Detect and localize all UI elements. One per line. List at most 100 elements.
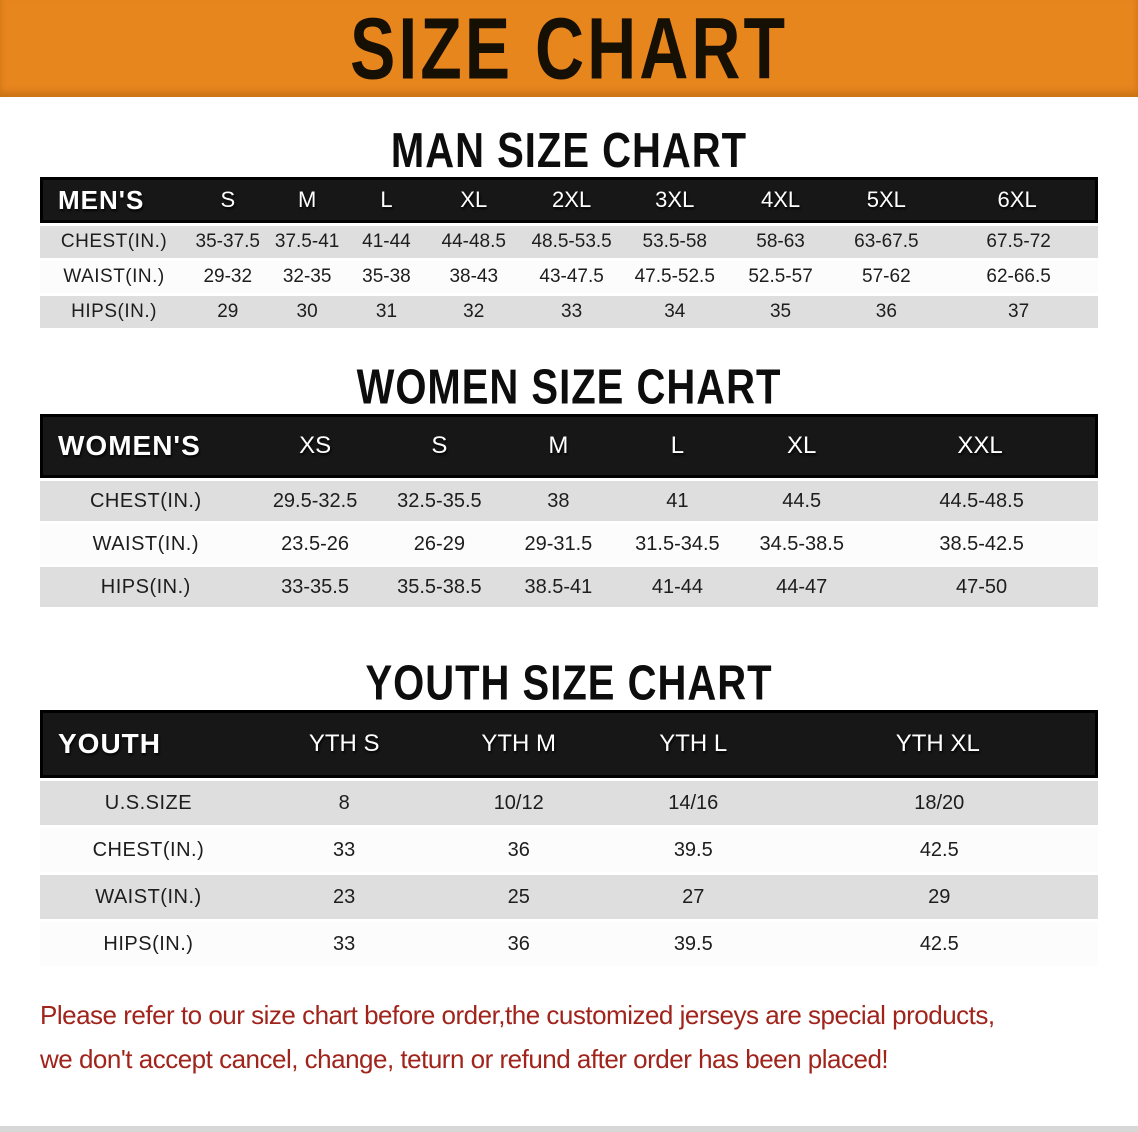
size-cell: 35-38 <box>346 261 427 293</box>
table-header-label: WOMEN'S <box>40 414 252 478</box>
column-header: L <box>616 414 739 478</box>
table-header-row: YOUTH YTH S YTH M YTH L YTH XL <box>40 710 1098 778</box>
size-cell: 38.5-42.5 <box>865 524 1098 564</box>
size-cell: 62-66.5 <box>939 261 1098 293</box>
size-cell: 29.5-32.5 <box>251 481 379 521</box>
column-header: 3XL <box>621 177 728 223</box>
row-label: HIPS(IN.) <box>40 296 189 328</box>
size-cell: 29-32 <box>188 261 268 293</box>
size-cell: 23 <box>256 875 432 919</box>
row-label: CHEST(IN.) <box>40 828 257 872</box>
table-header-label: YOUTH <box>40 710 257 778</box>
banner: SIZE CHART <box>0 0 1138 97</box>
womens-size-table: WOMEN'S XS S M L XL XXL CHEST(IN.) 29.5-32.5 32.5… <box>40 411 1098 610</box>
size-cell: 31.5-34.5 <box>616 524 739 564</box>
column-header: M <box>267 177 347 223</box>
size-cell: 63-67.5 <box>833 226 940 258</box>
size-cell: 57-62 <box>833 261 940 293</box>
size-cell: 30 <box>267 296 347 328</box>
size-cell: 52.5-57 <box>727 261 834 293</box>
column-header: XS <box>251 414 379 478</box>
column-header: 6XL <box>939 177 1098 223</box>
size-cell: 32.5-35.5 <box>378 481 501 521</box>
column-header: XL <box>738 414 866 478</box>
footer-note-line-1: Please refer to our size chart before or… <box>40 1000 995 1030</box>
size-cell: 41-44 <box>616 567 739 607</box>
column-header: L <box>346 177 427 223</box>
size-cell: 33-35.5 <box>251 567 379 607</box>
table-row: U.S.SIZE 8 10/12 14/16 18/20 <box>40 781 1098 825</box>
size-cell: 32-35 <box>267 261 347 293</box>
column-header: YTH L <box>606 710 781 778</box>
table-row: HIPS(IN.) 33 36 39.5 42.5 <box>40 922 1098 966</box>
size-cell: 38-43 <box>426 261 522 293</box>
size-cell: 36 <box>833 296 940 328</box>
size-cell: 44.5-48.5 <box>865 481 1098 521</box>
size-cell: 58-63 <box>727 226 834 258</box>
size-cell: 39.5 <box>606 828 781 872</box>
table-row: HIPS(IN.) 29 30 31 32 33 34 35 36 37 <box>40 296 1098 328</box>
size-cell: 41-44 <box>346 226 427 258</box>
column-header: S <box>188 177 268 223</box>
table-header-label: MEN'S <box>40 177 189 223</box>
footer-note: Please refer to our size chart before or… <box>40 993 1098 1081</box>
column-header: M <box>500 414 617 478</box>
column-header: S <box>378 414 501 478</box>
size-cell: 14/16 <box>606 781 781 825</box>
size-cell: 53.5-58 <box>621 226 728 258</box>
size-cell: 29 <box>188 296 268 328</box>
banner-title: SIZE CHART <box>350 0 788 98</box>
size-cell: 67.5-72 <box>939 226 1098 258</box>
table-row: WAIST(IN.) 23 25 27 29 <box>40 875 1098 919</box>
size-cell: 29-31.5 <box>500 524 617 564</box>
row-label: HIPS(IN.) <box>40 922 257 966</box>
row-label: CHEST(IN.) <box>40 226 189 258</box>
row-label: WAIST(IN.) <box>40 261 189 293</box>
column-header: XL <box>426 177 522 223</box>
size-cell: 38.5-41 <box>500 567 617 607</box>
table-row: CHEST(IN.) 35-37.5 37.5-41 41-44 44-48.5 48.5… <box>40 226 1098 258</box>
column-header: YTH XL <box>780 710 1098 778</box>
size-cell: 44-48.5 <box>426 226 522 258</box>
column-header: YTH S <box>256 710 432 778</box>
size-cell: 34.5-38.5 <box>738 524 866 564</box>
section-heading-women: WOMEN SIZE CHART <box>356 361 782 415</box>
size-cell: 44.5 <box>738 481 866 521</box>
row-label: WAIST(IN.) <box>40 875 257 919</box>
bottom-strip <box>0 1126 1138 1132</box>
size-cell: 42.5 <box>780 922 1098 966</box>
size-cell: 47-50 <box>865 567 1098 607</box>
mens-size-table: MEN'S S M L XL 2XL 3XL 4XL 5XL 6XL CHEST(IN.) 35-37… <box>40 174 1098 331</box>
section-heading-man: MAN SIZE CHART <box>390 124 748 178</box>
size-cell: 33 <box>256 922 432 966</box>
size-cell: 38 <box>500 481 617 521</box>
row-label: U.S.SIZE <box>40 781 257 825</box>
size-cell: 41 <box>616 481 739 521</box>
size-cell: 36 <box>431 922 606 966</box>
row-label: HIPS(IN.) <box>40 567 252 607</box>
youth-size-table: YOUTH YTH S YTH M YTH L YTH XL U.S.SIZE 8 10/12… <box>40 707 1098 969</box>
table-row: CHEST(IN.) 29.5-32.5 32.5-35.5 38 41 44.5 44.5… <box>40 481 1098 521</box>
column-header: 5XL <box>833 177 940 223</box>
table-row: WAIST(IN.) 29-32 32-35 35-38 38-43 43-47.5 47.… <box>40 261 1098 293</box>
table-row: HIPS(IN.) 33-35.5 35.5-38.5 38.5-41 41-44 44-… <box>40 567 1098 607</box>
table-header-row: WOMEN'S XS S M L XL XXL <box>40 414 1098 478</box>
size-cell: 42.5 <box>780 828 1098 872</box>
size-cell: 35-37.5 <box>188 226 268 258</box>
size-cell: 18/20 <box>780 781 1098 825</box>
size-cell: 34 <box>621 296 728 328</box>
size-cell: 32 <box>426 296 522 328</box>
footer-note-line-2: we don't accept cancel, change, teturn o… <box>40 1044 889 1074</box>
size-cell: 25 <box>431 875 606 919</box>
size-cell: 39.5 <box>606 922 781 966</box>
size-cell: 47.5-52.5 <box>621 261 728 293</box>
size-cell: 26-29 <box>378 524 501 564</box>
size-cell: 35 <box>727 296 834 328</box>
size-cell: 37 <box>939 296 1098 328</box>
size-cell: 10/12 <box>431 781 606 825</box>
column-header: XXL <box>865 414 1098 478</box>
size-cell: 31 <box>346 296 427 328</box>
size-cell: 8 <box>256 781 432 825</box>
size-cell: 37.5-41 <box>267 226 347 258</box>
column-header: 2XL <box>521 177 622 223</box>
